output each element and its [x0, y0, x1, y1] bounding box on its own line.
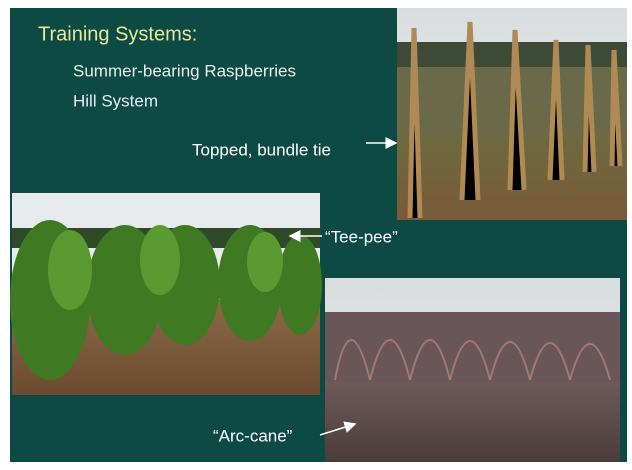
photo-tee-pee [10, 193, 322, 395]
subtitle-line: Summer-bearing Raspberries [73, 61, 296, 80]
caption: “Arc-cane” [213, 426, 293, 445]
subtitle-line: Hill System [73, 91, 158, 110]
photo-bundle-tie [397, 8, 627, 220]
slide: Training Systems: Summer-bearing Raspber… [0, 0, 632, 465]
slide-title: Training Systems: [38, 23, 197, 45]
photo-arc-cane [325, 278, 620, 462]
caption: Topped, bundle tie [192, 140, 331, 159]
caption: “Tee-pee” [325, 227, 398, 246]
